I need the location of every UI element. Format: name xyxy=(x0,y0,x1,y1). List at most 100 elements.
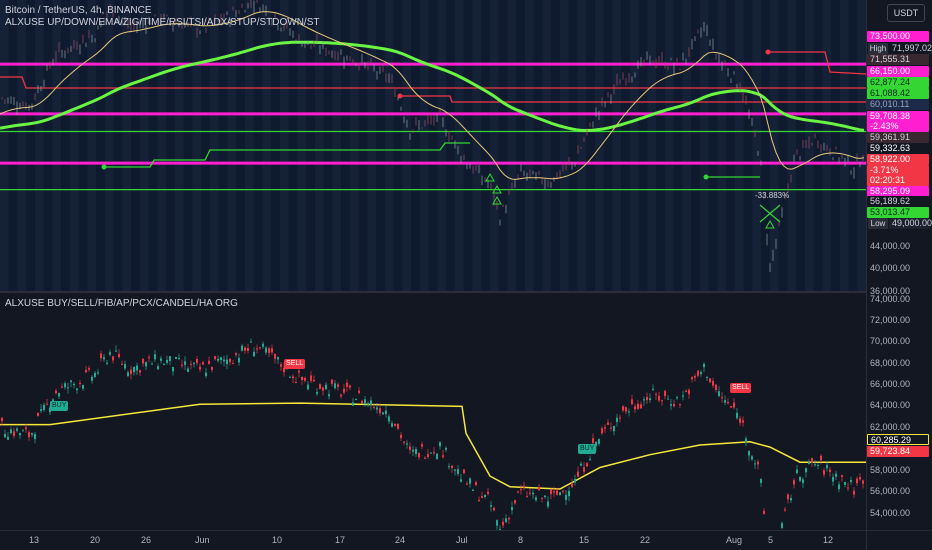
candle-body xyxy=(124,364,126,369)
candle-body xyxy=(61,386,63,388)
candle-body xyxy=(64,383,66,388)
candle-body xyxy=(796,469,798,474)
candle-body xyxy=(406,443,408,445)
session-stripe xyxy=(507,0,516,291)
candle-body xyxy=(742,420,744,423)
candle-body xyxy=(349,385,351,388)
candle-body xyxy=(508,518,510,520)
price-tick: 68,000.00 xyxy=(870,358,911,368)
candle-body xyxy=(622,406,624,411)
candle-body xyxy=(424,457,426,459)
session-stripe xyxy=(332,0,341,291)
candle-body xyxy=(166,359,168,363)
candle-body xyxy=(160,358,162,361)
candle-body xyxy=(283,367,285,373)
candle-body xyxy=(109,352,111,355)
candle-body xyxy=(724,400,726,403)
candle-body xyxy=(667,398,669,400)
candle-body xyxy=(604,427,606,429)
candle-body xyxy=(259,347,261,349)
session-stripe xyxy=(665,0,674,291)
candle-body xyxy=(610,427,612,429)
candle-body xyxy=(106,362,108,364)
indicator-chart-pane[interactable] xyxy=(0,293,866,530)
candle-body xyxy=(478,499,480,501)
candle-body xyxy=(688,389,690,395)
candle-body xyxy=(148,357,150,359)
indicator-legend-top[interactable]: ALXUSE UP/DOWN/EMA/ZIG/TIME/RSI/TSI/ADX/… xyxy=(5,17,320,28)
price-tick: 62,000.00 xyxy=(870,422,911,432)
candle-body xyxy=(553,491,555,493)
stop-line xyxy=(0,76,866,89)
candle-body xyxy=(682,395,684,397)
session-stripe xyxy=(280,0,289,291)
candle-body xyxy=(433,452,435,454)
candle-body xyxy=(358,390,360,393)
candle-body xyxy=(157,366,159,370)
candle-body xyxy=(193,362,195,364)
candle-body xyxy=(814,464,816,466)
candle-body xyxy=(91,376,93,381)
price-label: 66,150.00 xyxy=(867,66,929,77)
session-stripe xyxy=(157,0,166,291)
candle-body xyxy=(658,395,660,401)
high-tag: High xyxy=(868,43,888,54)
candle-body xyxy=(409,446,411,451)
candle-body xyxy=(205,372,207,377)
candle-body xyxy=(829,469,831,472)
candle-body xyxy=(619,417,621,419)
session-stripe xyxy=(315,0,324,291)
candle-body xyxy=(472,489,474,491)
pane-divider[interactable] xyxy=(0,291,932,293)
main-chart-canvas[interactable] xyxy=(0,0,866,291)
candle-body xyxy=(820,455,822,461)
candle-body xyxy=(394,423,396,427)
baseline-line xyxy=(0,402,866,490)
main-chart-pane[interactable] xyxy=(0,0,866,291)
price-label: -3.71% xyxy=(867,165,929,176)
candle-body xyxy=(718,391,720,397)
buy-signal-label: BUY xyxy=(578,444,597,454)
price-label: 53,013.47 xyxy=(867,207,929,218)
candle-body xyxy=(175,356,177,359)
candle-body xyxy=(127,372,129,377)
candle-body xyxy=(661,400,663,402)
sell-signal-label: SELL xyxy=(284,359,306,369)
candle-body xyxy=(7,436,9,440)
candle-body xyxy=(391,423,393,427)
candle-body xyxy=(214,356,216,360)
candle-body xyxy=(400,434,402,439)
indicator-legend-bottom[interactable]: ALXUSE BUY/SELL/FIB/AP/PCX/CANDEL/HA ORG xyxy=(5,298,238,309)
candle-body xyxy=(454,469,456,471)
candle-body xyxy=(430,452,432,454)
candle-body xyxy=(442,455,444,458)
buy-triangle xyxy=(485,172,495,182)
candle-body xyxy=(529,492,531,494)
currency-button[interactable]: USDT xyxy=(887,4,925,22)
time-tick: 5 xyxy=(768,535,774,545)
candle-body xyxy=(262,343,264,347)
candle-body xyxy=(439,442,441,447)
indicator-chart-canvas[interactable] xyxy=(0,293,866,530)
candle-body xyxy=(325,384,327,390)
time-axis[interactable] xyxy=(0,530,866,550)
candle-body xyxy=(574,478,576,483)
time-tick: 13 xyxy=(29,535,40,545)
candle-body xyxy=(277,357,279,360)
candle-body xyxy=(271,348,273,353)
candle-body xyxy=(655,394,657,396)
session-stripe xyxy=(87,0,96,291)
candle-body xyxy=(334,383,336,389)
price-tick: 74,000.00 xyxy=(870,294,911,304)
candle-body xyxy=(583,467,585,472)
candle-body xyxy=(721,397,723,399)
time-tick: Jul xyxy=(456,535,468,545)
candle-body xyxy=(505,518,507,523)
session-stripe xyxy=(840,0,849,291)
candle-body xyxy=(151,363,153,365)
candle-body xyxy=(736,412,738,419)
session-stripe xyxy=(700,0,709,291)
session-stripe xyxy=(262,0,271,291)
candle-body xyxy=(502,521,504,526)
candle-body xyxy=(838,484,840,490)
